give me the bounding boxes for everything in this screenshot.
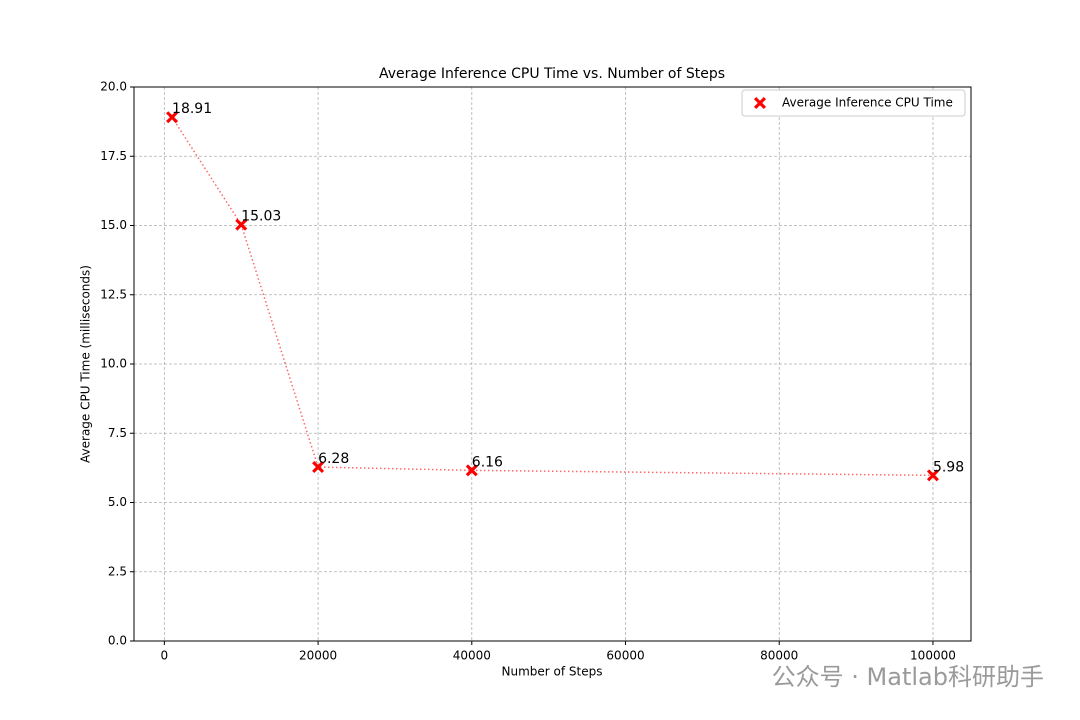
data-point [312,461,325,474]
data-label: 15.03 [241,209,281,225]
data-label: 6.28 [318,451,349,467]
watermark: 公众号 · Matlab科研助手 [772,663,1044,691]
plot-frame [133,86,972,642]
y-axis-label: Average CPU Time (milliseconds) [79,265,93,463]
x-tick-label: 20000 [299,649,337,663]
data-point [926,469,939,482]
chart-title: Average Inference CPU Time vs. Number of… [379,66,725,82]
x-tick-label: 0 [161,649,169,663]
data-point [235,218,248,231]
data-point [166,111,179,124]
x-tick-label: 40000 [453,649,491,663]
y-tick-label: 2.5 [108,564,127,578]
y-tick-label: 0.0 [108,634,127,648]
y-tick-label: 7.5 [108,426,127,440]
x-axis-label: Number of Steps [502,665,603,679]
data-label: 6.16 [472,454,503,470]
data-label: 5.98 [933,459,964,475]
y-tick-label: 10.0 [100,357,127,371]
x-tick-label: 80000 [760,649,798,663]
y-tick-label: 5.0 [108,495,127,509]
data-label: 18.91 [172,101,212,117]
legend-label: Average Inference CPU Time [782,96,953,110]
data-point [465,464,478,477]
x-tick-label: 60000 [606,649,644,663]
y-tick-label: 20.0 [100,80,127,94]
y-tick-label: 15.0 [100,218,127,232]
y-tick-label: 12.5 [100,287,127,301]
legend-box [741,89,966,117]
y-tick-label: 17.5 [100,149,127,163]
series-line [171,116,933,477]
legend-marker [754,97,766,109]
x-tick-label: 100000 [910,649,956,663]
